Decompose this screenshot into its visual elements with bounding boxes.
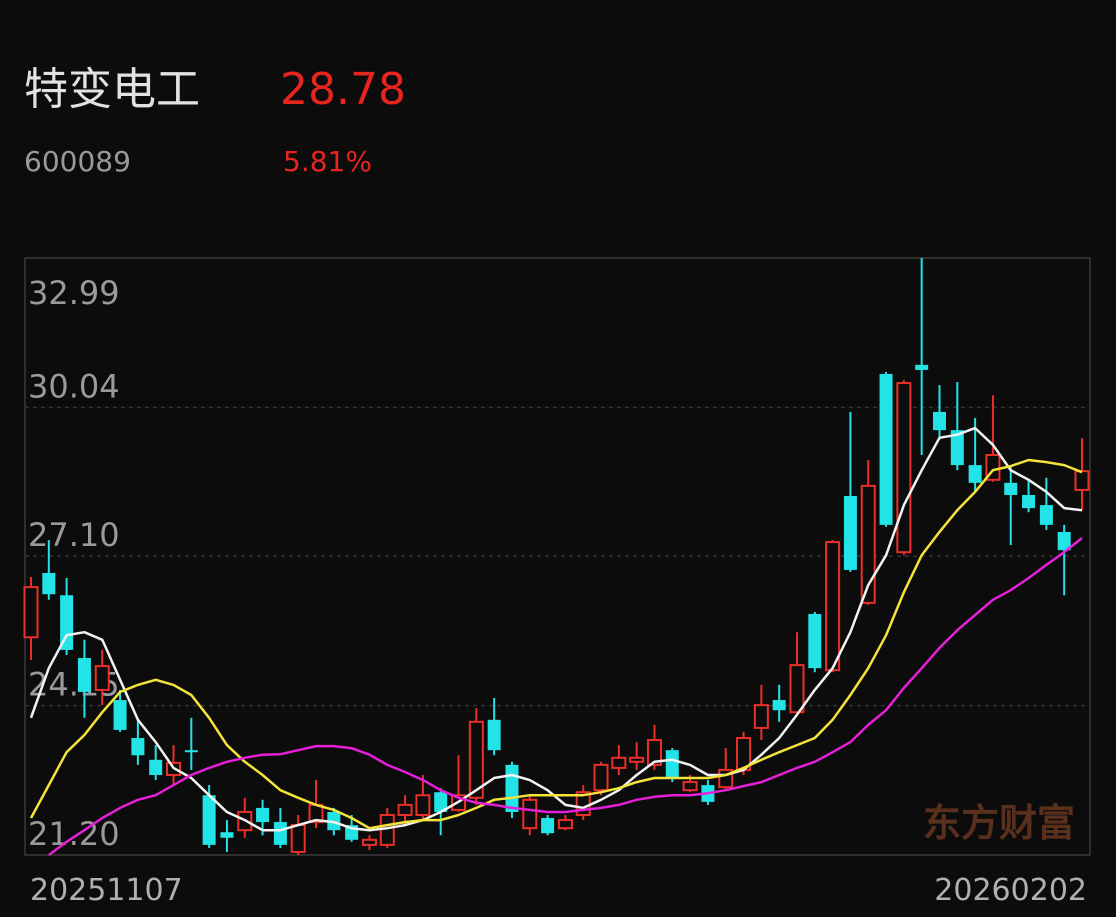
stock-name: 特变电工 [24,64,200,115]
candle-body [361,838,377,846]
candle-body [915,364,929,370]
y-tick-label: 27.10 [28,516,120,554]
candle-body [434,792,448,812]
candle-body [879,373,893,525]
candle-body [772,700,786,711]
candle-body [1004,482,1018,495]
candle-body [113,700,127,730]
candle-body [665,750,679,779]
y-tick-label: 21.20 [28,815,120,853]
candle-body [950,430,964,466]
candle-body [1022,494,1036,509]
candle-body [149,759,163,775]
stock-code: 600089 [24,145,131,178]
candle-body [1039,505,1053,525]
candle-body [629,756,645,763]
candle-body [896,382,912,554]
candle-body [77,658,91,692]
candle-body [487,719,501,751]
candle-body [23,586,39,639]
watermark: 东方财富 [923,801,1075,845]
candle-body [290,824,306,853]
candle-body [611,756,627,769]
candle-body [131,738,145,756]
candle-body [825,541,841,672]
candle-body [789,664,805,714]
candle-body [505,764,519,812]
moving-average-line [48,537,1083,857]
moving-average-line [29,458,1083,830]
candle-body [202,795,216,845]
stock-price: 28.78 [280,64,406,115]
candle-body [273,822,287,845]
candle-body [1057,531,1071,551]
candle-body [415,794,431,816]
candle-body [184,750,198,753]
candle-body [94,665,110,691]
candle-body [808,613,822,669]
x-tick-label: 20260202 [934,873,1087,908]
candle-body [60,595,74,650]
candle-body [753,704,769,729]
candle-body [682,781,698,792]
candle-body [860,484,876,604]
candle-body [557,819,573,830]
candle-body [256,807,270,823]
stock-change: 5.81% [283,145,372,178]
x-tick-label: 20251107 [30,873,183,908]
candle-body [397,803,413,816]
candle-body [932,411,946,431]
candle-body [468,720,484,799]
candle-body [646,739,662,766]
candle-body [220,832,234,838]
y-tick-label: 30.04 [28,367,120,405]
candle-body [522,798,538,830]
moving-average-line [29,426,1083,832]
candle-body [968,465,982,483]
candle-body [42,572,56,595]
candle-body [1074,470,1090,491]
candle-body [593,763,609,792]
candle-body [843,495,857,570]
candle-body [541,818,555,834]
y-tick-label: 32.99 [28,274,120,312]
